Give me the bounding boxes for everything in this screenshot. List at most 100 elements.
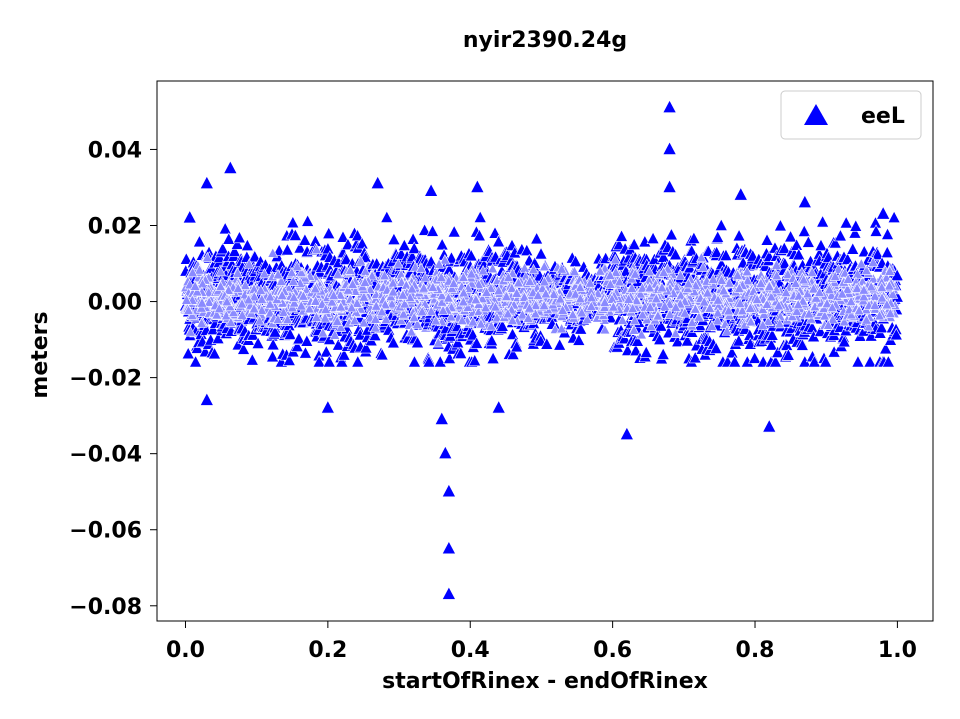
- data-point: [370, 300, 382, 311]
- data-point: [223, 160, 238, 174]
- data-point: [518, 291, 530, 302]
- data-point: [839, 215, 853, 229]
- data-point: [732, 269, 744, 280]
- data-point: [604, 278, 616, 289]
- data-point: [621, 343, 635, 356]
- data-point: [239, 279, 251, 290]
- data-point: [286, 215, 300, 229]
- data-point: [422, 354, 436, 368]
- data-point: [876, 292, 888, 303]
- data-point: [473, 278, 485, 289]
- data-point: [405, 326, 417, 337]
- data-point: [532, 289, 544, 300]
- data-point: [491, 399, 506, 414]
- data-point: [755, 277, 767, 288]
- data-point: [723, 304, 735, 316]
- data-point: [529, 307, 541, 319]
- data-point: [477, 264, 489, 276]
- data-point: [643, 265, 655, 277]
- data-point: [480, 301, 492, 313]
- x-tick-label: 1.0: [878, 638, 917, 663]
- y-axis-label: meters: [28, 311, 53, 398]
- data-point: [881, 298, 893, 310]
- data-point: [876, 281, 888, 292]
- data-point: [630, 334, 644, 347]
- data-point: [689, 303, 701, 314]
- data-point: [439, 254, 451, 265]
- data-point: [806, 266, 818, 277]
- data-point: [523, 302, 535, 313]
- data-point: [617, 314, 629, 325]
- x-tick-label: 0.4: [451, 638, 490, 663]
- data-point: [718, 284, 730, 296]
- data-point: [801, 235, 815, 248]
- data-point: [309, 282, 321, 294]
- data-point: [762, 418, 777, 433]
- data-point: [654, 319, 668, 332]
- y-tick-label: −0.06: [69, 519, 142, 544]
- data-point: [248, 249, 262, 263]
- data-point: [415, 262, 427, 273]
- data-point: [744, 302, 756, 313]
- data-point: [768, 354, 783, 368]
- data-point: [189, 280, 201, 291]
- data-point: [636, 328, 647, 340]
- data-point: [322, 226, 336, 239]
- data-point: [470, 179, 485, 193]
- data-point: [344, 264, 356, 275]
- data-point: [387, 232, 401, 245]
- data-point: [282, 313, 294, 324]
- data-point: [876, 206, 891, 220]
- data-point: [232, 267, 244, 278]
- data-point: [230, 237, 244, 250]
- data-point: [863, 354, 877, 368]
- data-point: [181, 294, 192, 305]
- data-point: [857, 244, 871, 258]
- data-point: [688, 350, 702, 364]
- data-point: [853, 304, 865, 316]
- data-point: [861, 314, 872, 325]
- data-point: [196, 297, 208, 308]
- data-point: [721, 325, 733, 336]
- data-point: [351, 354, 365, 368]
- data-point: [581, 313, 593, 324]
- data-point: [594, 265, 606, 276]
- data-point: [709, 341, 723, 354]
- data-point: [810, 292, 822, 303]
- data-point: [774, 317, 786, 329]
- data-point: [656, 347, 670, 360]
- data-point: [819, 354, 833, 368]
- data-point: [513, 276, 524, 288]
- data-point: [216, 241, 230, 255]
- data-point: [441, 540, 456, 555]
- data-point: [298, 346, 313, 359]
- data-point: [335, 301, 347, 312]
- data-point: [218, 221, 232, 235]
- data-point: [335, 354, 349, 368]
- data-point: [358, 291, 370, 302]
- data-point: [644, 301, 656, 312]
- data-point: [481, 286, 492, 297]
- data-point: [538, 299, 550, 310]
- data-point: [282, 353, 296, 366]
- data-point: [732, 333, 746, 347]
- data-point: [290, 339, 304, 352]
- data-point: [748, 351, 762, 364]
- data-point: [222, 232, 236, 245]
- data-point: [841, 252, 855, 265]
- data-point: [771, 259, 782, 270]
- data-point: [732, 228, 746, 242]
- data-point: [530, 231, 544, 245]
- data-point: [223, 284, 234, 295]
- data-point: [410, 335, 425, 349]
- data-point: [295, 266, 307, 277]
- data-point: [871, 247, 885, 260]
- data-point: [432, 337, 444, 348]
- data-point: [884, 307, 896, 318]
- data-point: [662, 325, 676, 339]
- data-point: [530, 299, 542, 310]
- data-point: [626, 282, 638, 293]
- data-point: [792, 298, 804, 310]
- data-point: [777, 241, 791, 254]
- data-point: [487, 262, 499, 274]
